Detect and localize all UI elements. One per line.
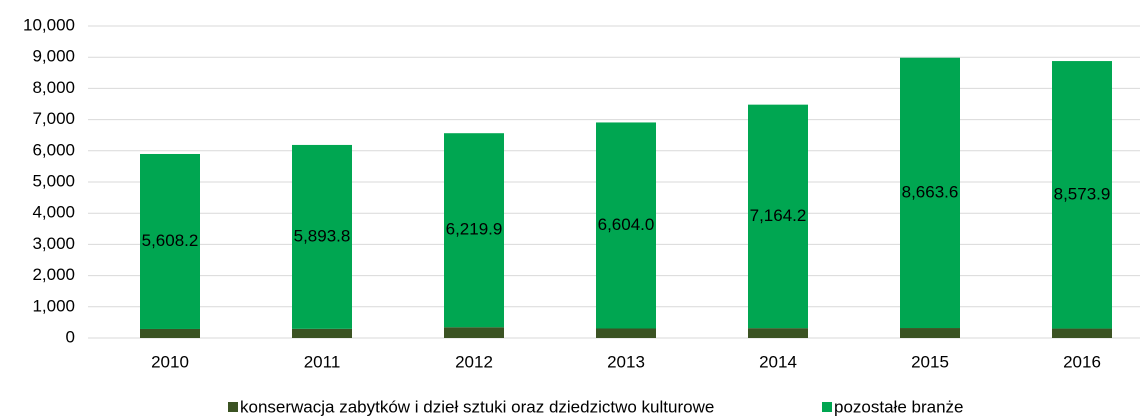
x-tick-label: 2016 [1063,352,1101,371]
bar-segment [748,104,808,329]
data-label: 7,164.2 [750,206,807,225]
legend-label: pozostałe branże [834,397,963,416]
bar-segment [900,57,960,329]
y-tick-label: 10,000 [23,15,75,34]
bar-segment [748,328,808,338]
data-label: 8,573.9 [1054,184,1111,203]
legend-swatch [228,402,238,412]
bar-segment [444,133,504,328]
data-label: 8,663.6 [902,182,959,201]
y-tick-label: 9,000 [32,47,75,66]
bar-segment [596,328,656,338]
bar-segment [1052,61,1112,329]
legend-swatch [822,402,832,412]
legend-label: konserwacja zabytków i dzieł sztuki oraz… [240,397,714,416]
bar-segment [444,327,504,338]
data-label: 5,608.2 [142,231,199,250]
x-tick-label: 2014 [759,352,797,371]
data-label: 6,219.9 [446,220,503,239]
y-tick-label: 0 [66,327,75,346]
x-tick-label: 2012 [455,352,493,371]
data-label: 6,604.0 [598,215,655,234]
x-tick-label: 2015 [911,352,949,371]
bar-segment [900,328,960,338]
y-tick-label: 1,000 [32,296,75,315]
x-tick-label: 2010 [151,352,189,371]
x-tick-label: 2013 [607,352,645,371]
y-tick-label: 3,000 [32,234,75,253]
y-tick-label: 7,000 [32,109,75,128]
y-tick-label: 2,000 [32,265,75,284]
y-tick-label: 8,000 [32,78,75,97]
bar-segment [1052,328,1112,338]
bar-segment [140,153,200,329]
bar-segment [596,122,656,329]
y-tick-label: 4,000 [32,203,75,222]
y-tick-label: 6,000 [32,140,75,159]
data-label: 5,893.8 [294,226,351,245]
x-tick-label: 2011 [304,352,341,371]
bar-segment [140,328,200,338]
y-tick-label: 5,000 [32,171,75,190]
bar-segment [292,144,352,329]
bar-segment [292,328,352,338]
